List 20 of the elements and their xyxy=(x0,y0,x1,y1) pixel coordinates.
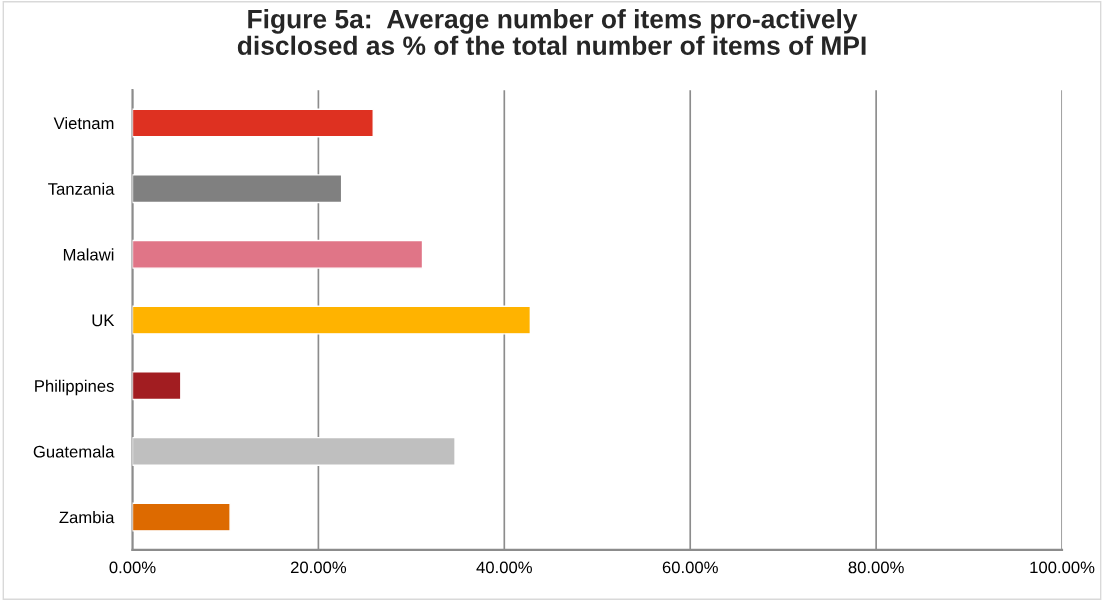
x-tick-label: 40.00% xyxy=(476,561,532,574)
x-tick-label: 100.00% xyxy=(1030,561,1095,574)
x-tick-label: 20.00% xyxy=(290,561,347,574)
bar xyxy=(132,371,182,401)
y-tick-label: UK xyxy=(92,314,115,327)
y-tick-label: Guatemala xyxy=(33,445,115,458)
x-tick-label: 0.00% xyxy=(109,561,156,574)
y-tick-label: Zambia xyxy=(59,511,115,524)
x-tick-label: 80.00% xyxy=(848,561,904,574)
bar xyxy=(132,239,424,269)
y-tick-label: Tanzania xyxy=(48,182,115,195)
bar xyxy=(132,502,231,532)
y-tick-label: Malawi xyxy=(63,248,114,261)
bar xyxy=(132,305,532,335)
bar xyxy=(132,108,374,138)
y-tick-label: Philippines xyxy=(35,379,114,396)
y-tick-label: Vietnam xyxy=(53,116,114,130)
x-tick-label: 60.00% xyxy=(662,561,718,574)
bar xyxy=(132,436,456,466)
chart-title: Figure 5a: Average number of items pro-actively disclosed as % of the total number of items of MPI xyxy=(237,9,866,56)
